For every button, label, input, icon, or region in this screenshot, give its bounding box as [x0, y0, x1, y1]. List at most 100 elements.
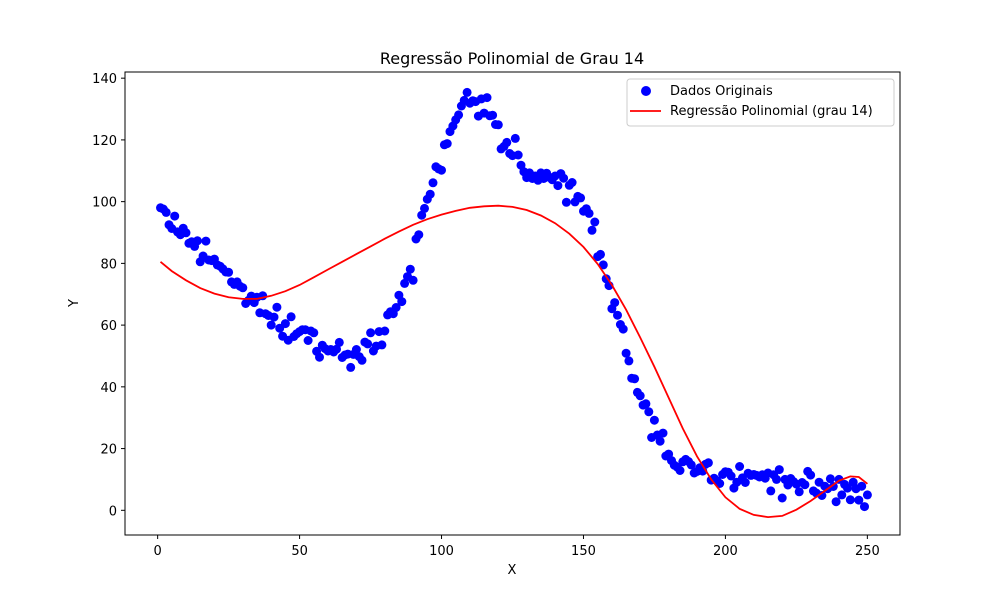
data-point — [624, 356, 634, 366]
data-point — [391, 303, 401, 312]
data-point — [587, 225, 597, 235]
y-tick-label: 40 — [100, 381, 117, 396]
data-point — [493, 120, 503, 130]
y-tick-label: 0 — [109, 504, 117, 519]
data-point — [363, 339, 373, 349]
data-point — [845, 495, 855, 505]
data-point — [641, 399, 651, 409]
data-point — [366, 328, 376, 338]
y-tick-label: 100 — [92, 196, 117, 211]
data-point — [309, 328, 319, 338]
data-point — [482, 93, 492, 103]
data-point — [831, 497, 841, 507]
y-tick-label: 120 — [92, 134, 117, 149]
data-point — [437, 165, 446, 175]
data-point — [567, 178, 577, 187]
data-point — [510, 133, 520, 143]
data-point — [613, 310, 622, 320]
legend-scatter-marker — [641, 86, 651, 96]
y-axis: 0 20 40 60 80 100 120 140 — [92, 72, 125, 519]
data-point — [425, 189, 435, 199]
data-point — [553, 181, 563, 191]
data-point — [417, 210, 427, 220]
data-point — [303, 336, 313, 345]
y-tick-label: 140 — [92, 72, 117, 87]
data-point — [224, 267, 234, 277]
data-point — [377, 340, 387, 350]
data-point — [740, 478, 750, 487]
data-point — [454, 110, 464, 120]
y-tick-label: 60 — [100, 319, 117, 334]
plot-area — [124, 71, 901, 536]
x-tick-label: 250 — [855, 544, 880, 559]
data-point — [170, 211, 180, 221]
x-tick-label: 100 — [429, 544, 454, 559]
data-point — [238, 283, 248, 293]
legend-label-line: Regressão Polinomial (grau 14) — [670, 104, 873, 119]
data-point — [635, 391, 645, 401]
data-point — [686, 460, 696, 470]
data-point — [414, 230, 424, 240]
data-point — [843, 483, 852, 493]
data-point — [576, 193, 586, 203]
data-point — [837, 490, 847, 500]
regression-line-series — [159, 204, 868, 519]
data-point — [513, 150, 523, 160]
legend-box — [626, 78, 895, 127]
data-point — [192, 236, 202, 246]
chart-title: Regressão Polinomial de Grau 14 — [380, 49, 644, 68]
data-point — [380, 326, 390, 336]
data-point — [675, 466, 685, 475]
x-tick-label: 0 — [154, 544, 162, 559]
plot-frame — [124, 71, 901, 536]
x-tick-label: 200 — [713, 544, 738, 559]
data-point — [269, 312, 279, 322]
data-point — [488, 110, 498, 120]
data-point — [655, 436, 665, 446]
data-point — [400, 278, 410, 288]
data-point — [862, 490, 872, 500]
data-point — [658, 428, 668, 438]
data-point — [351, 345, 361, 354]
data-point — [442, 139, 452, 149]
data-point — [772, 474, 781, 484]
data-point — [806, 470, 816, 480]
data-point — [405, 264, 415, 274]
data-point — [703, 458, 713, 468]
data-point — [266, 320, 276, 330]
data-point — [598, 260, 608, 270]
data-point — [280, 319, 290, 329]
data-point — [596, 249, 605, 259]
data-point — [774, 465, 784, 475]
data-point — [777, 493, 787, 503]
data-point — [857, 481, 867, 491]
data-point — [644, 407, 654, 417]
data-point — [590, 217, 600, 227]
data-point — [561, 197, 571, 207]
data-point — [649, 415, 659, 425]
y-tick-label: 20 — [100, 443, 117, 458]
legend-label-scatter: Dados Originais — [670, 84, 773, 99]
data-point — [397, 297, 407, 307]
x-tick-label: 50 — [291, 544, 308, 559]
data-point — [346, 362, 356, 372]
data-point — [794, 487, 804, 497]
data-point — [315, 352, 324, 362]
x-tick-label: 150 — [571, 544, 596, 559]
data-point — [420, 203, 429, 213]
data-point — [272, 302, 282, 312]
y-tick-label: 80 — [100, 257, 117, 272]
data-point — [286, 312, 296, 322]
data-point — [559, 173, 569, 183]
data-point — [502, 137, 512, 147]
data-point — [715, 479, 725, 488]
data-point — [332, 344, 341, 354]
data-point — [428, 178, 438, 188]
data-point — [825, 474, 835, 484]
data-point — [630, 374, 640, 384]
data-point — [201, 236, 211, 246]
data-point — [817, 491, 827, 500]
data-point — [408, 275, 418, 285]
data-point — [735, 462, 745, 471]
scatter-series — [156, 87, 872, 512]
